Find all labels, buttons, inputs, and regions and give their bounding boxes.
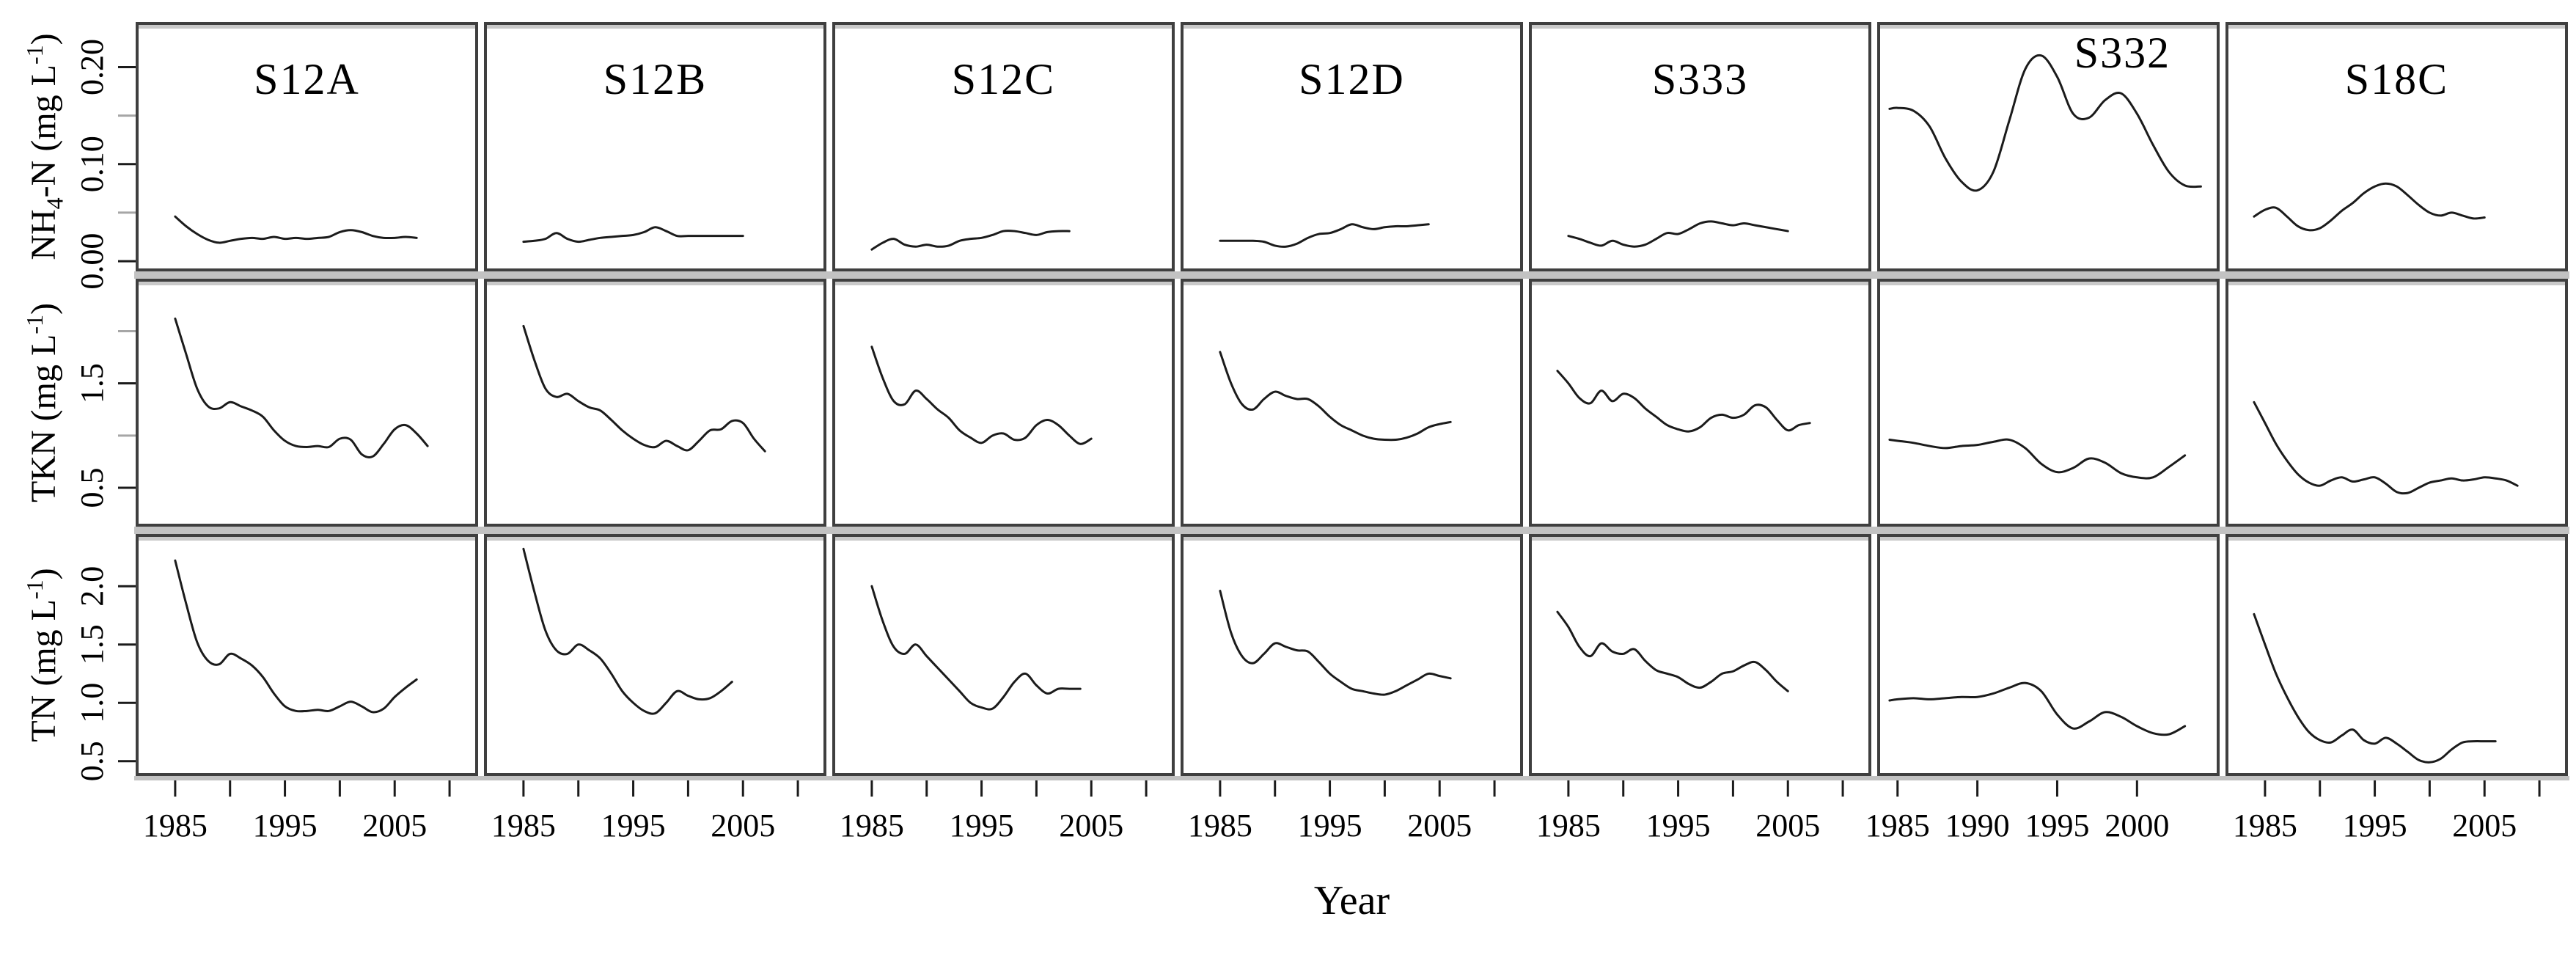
panel-s12c-nh4n: S12C — [832, 22, 1175, 271]
panel-s12d-nh4n: S12D — [1181, 22, 1523, 271]
panel-s12d-tn — [1181, 534, 1523, 776]
x-tick-label-s12a-1985: 1985 — [143, 808, 208, 844]
subscript: 4 — [41, 197, 68, 210]
x-tick-label-s332-1990: 1990 — [1945, 808, 2010, 844]
x-tick-label-s332-1985: 1985 — [1865, 808, 1930, 844]
y-tick-label-tn-2: 2.0 — [74, 566, 110, 607]
superscript: -1 — [21, 45, 48, 65]
x-tick-label-s12d-1995: 1995 — [1298, 808, 1362, 844]
panel-s332-tkn — [1877, 279, 2220, 527]
panel-s12b-nh4n: S12B — [484, 22, 826, 271]
row-gap-strip-2 — [134, 527, 2569, 534]
x-tick-label-s12c-2005: 2005 — [1059, 808, 1123, 844]
x-axis-title: Year — [1313, 878, 1390, 923]
panel-s18c-tkn — [2225, 279, 2568, 527]
x-tick-label-s12b-1985: 1985 — [491, 808, 556, 844]
y-tick-label-tn-1: 1.0 — [74, 683, 110, 723]
x-tick-label-s18c-1995: 1995 — [2343, 808, 2407, 844]
y-tick-label-nh4n-0.2: 0.20 — [74, 39, 110, 95]
panel-s12a-tkn — [136, 279, 478, 527]
y-axis-title-text: ) — [24, 303, 63, 315]
y-tick-label-tn-1.5: 1.5 — [74, 624, 110, 665]
y-axis-title-tkn: TKN (mg L-1) — [21, 279, 68, 527]
x-tick-label-s12b-2005: 2005 — [711, 808, 775, 844]
y-axis-title-nh4n: NH4-N (mg L-1) — [21, 22, 68, 271]
panel-s12b-tkn — [484, 279, 826, 527]
station-label-s12a: S12A — [254, 55, 360, 103]
station-label-s12c: S12C — [951, 55, 1056, 103]
panel-s12a-tn — [136, 534, 478, 776]
x-tick-label-s12a-2005: 2005 — [362, 808, 427, 844]
station-label-s12b: S12B — [603, 55, 708, 103]
y-axis-title-text: ) — [24, 33, 63, 45]
row-gap-strip-1 — [134, 271, 2569, 279]
x-tick-label-s12c-1985: 1985 — [840, 808, 904, 844]
panel-s333-nh4n: S333 — [1529, 22, 1871, 271]
panel-s12b-tn — [484, 534, 826, 776]
y-axis-title-text: NH — [24, 209, 63, 260]
x-tick-label-s332-2000: 2000 — [2105, 808, 2169, 844]
x-tick-label-s333-1995: 1995 — [1646, 808, 1711, 844]
superscript: -1 — [21, 579, 48, 600]
panel-s18c-tn — [2225, 534, 2568, 776]
panel-s333-tkn — [1529, 279, 1871, 527]
y-axis-title-tn: TN (mg L-1) — [21, 534, 68, 776]
x-tick-label-s12c-1995: 1995 — [950, 808, 1014, 844]
x-tick-label-s333-2005: 2005 — [1755, 808, 1820, 844]
y-axis-title-text: TKN (mg L — [24, 334, 63, 502]
panel-s332-tn — [1877, 534, 2220, 776]
x-tick-label-s332-1995: 1995 — [2025, 808, 2089, 844]
y-axis-title-text: -N (mg L — [24, 65, 63, 198]
panel-s12c-tn — [832, 534, 1175, 776]
y-axis-title-text: TN (mg L — [24, 599, 63, 742]
panel-s18c-nh4n: S18C — [2225, 22, 2568, 271]
x-tick-label-s12d-2005: 2005 — [1407, 808, 1472, 844]
y-tick-label-nh4n-0: 0.00 — [74, 233, 110, 290]
station-label-s12d: S12D — [1299, 55, 1405, 103]
station-label-s18c: S18C — [2344, 55, 2449, 103]
panel-s12a-nh4n: S12A — [136, 22, 478, 271]
y-tick-label-tkn-1.5: 1.5 — [74, 363, 110, 403]
x-tick-label-s12d-1985: 1985 — [1188, 808, 1252, 844]
x-tick-label-s333-1985: 1985 — [1536, 808, 1601, 844]
superscript: -1 — [21, 315, 48, 334]
y-tick-label-tn-0.5: 0.5 — [74, 741, 110, 781]
panel-s12c-tkn — [832, 279, 1175, 527]
panel-s12d-tkn — [1181, 279, 1523, 527]
y-tick-label-nh4n-0.1: 0.10 — [74, 136, 110, 192]
panel-s333-tn — [1529, 534, 1871, 776]
y-tick-label-tkn-0.5: 0.5 — [74, 468, 110, 508]
station-label-s332: S332 — [2074, 29, 2171, 77]
x-tick-label-s18c-1985: 1985 — [2233, 808, 2297, 844]
x-tick-label-s12a-1995: 1995 — [253, 808, 318, 844]
panel-s332-nh4n: S332 — [1877, 22, 2220, 271]
x-tick-label-s12b-1995: 1995 — [601, 808, 666, 844]
station-label-s333: S333 — [1651, 55, 1749, 103]
axis-base-strip — [134, 776, 2569, 780]
y-axis-title-text: ) — [24, 568, 63, 580]
x-tick-label-s18c-2005: 2005 — [2452, 808, 2517, 844]
